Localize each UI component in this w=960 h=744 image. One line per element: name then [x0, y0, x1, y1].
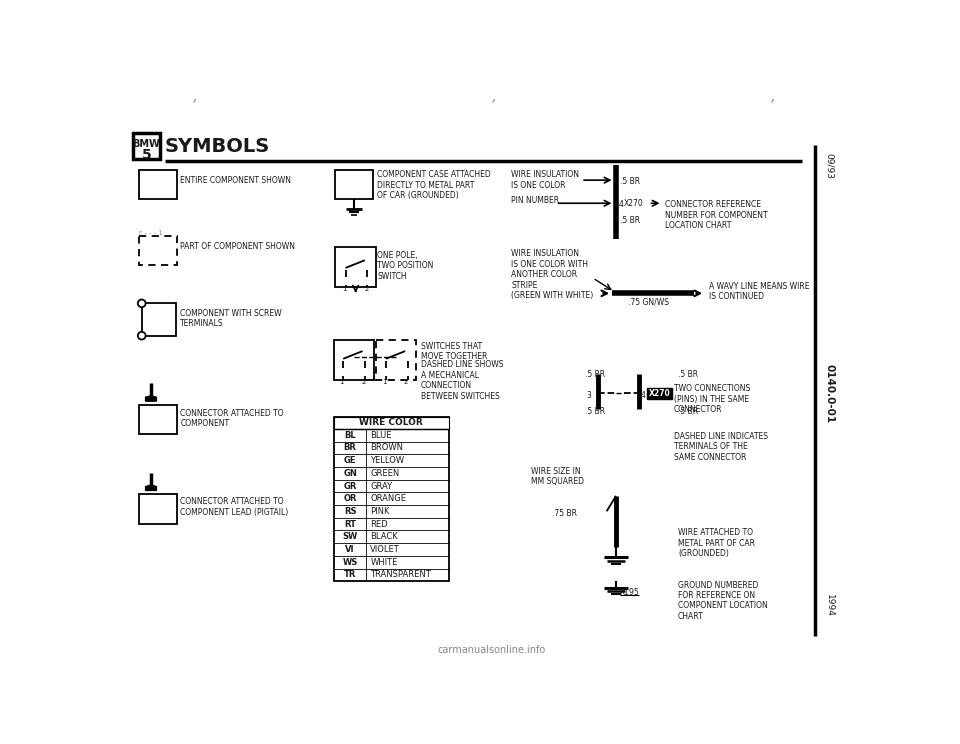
Text: WHITE: WHITE: [371, 558, 397, 567]
Bar: [647, 388, 672, 399]
Text: 2: 2: [364, 286, 369, 292]
Text: 1994: 1994: [825, 594, 833, 617]
Text: 4: 4: [641, 391, 646, 400]
Text: 0140.0-01: 0140.0-01: [824, 364, 834, 423]
Text: WIRE INSULATION
IS ONE COLOR: WIRE INSULATION IS ONE COLOR: [512, 170, 580, 190]
Text: ENTIRE COMPONENT SHOWN: ENTIRE COMPONENT SHOWN: [180, 176, 292, 185]
Text: GROUND NUMBERED
FOR REFERENCE ON
COMPONENT LOCATION
CHART: GROUND NUMBERED FOR REFERENCE ON COMPONE…: [678, 580, 768, 620]
Text: BMW: BMW: [132, 138, 160, 149]
Bar: [375, 339, 416, 379]
Text: PIN NUMBER: PIN NUMBER: [512, 196, 560, 205]
Text: BLUE: BLUE: [371, 431, 392, 440]
Text: WIRE ATTACHED TO
METAL PART OF CAR
(GROUNDED): WIRE ATTACHED TO METAL PART OF CAR (GROU…: [678, 528, 755, 558]
Bar: [335, 247, 375, 287]
Text: .5 BR: .5 BR: [678, 371, 698, 379]
Text: DASHED LINE INDICATES
TERMINALS OF THE
SAME CONNECTOR: DASHED LINE INDICATES TERMINALS OF THE S…: [674, 432, 768, 462]
Bar: [334, 417, 448, 429]
Text: SYMBOLS: SYMBOLS: [165, 137, 270, 155]
Bar: [139, 170, 177, 199]
Text: SW: SW: [343, 533, 358, 542]
Circle shape: [138, 332, 146, 339]
Text: .5 BR: .5 BR: [585, 371, 605, 379]
Text: VI: VI: [346, 545, 355, 554]
Text: ORANGE: ORANGE: [371, 494, 406, 503]
Text: ONE POLE,
TWO POSITION
SWITCH: ONE POLE, TWO POSITION SWITCH: [377, 251, 434, 280]
Text: WIRE INSULATION
IS ONE COLOR WITH
ANOTHER COLOR
STRIPE
(GREEN WITH WHITE): WIRE INSULATION IS ONE COLOR WITH ANOTHE…: [512, 249, 593, 300]
Bar: [335, 170, 372, 199]
Bar: [139, 236, 177, 265]
Text: ’: ’: [769, 99, 774, 114]
Text: BL: BL: [345, 431, 356, 440]
Text: GREEN: GREEN: [371, 469, 399, 478]
Text: YELLOW: YELLOW: [371, 456, 404, 465]
Text: 1: 1: [382, 379, 387, 385]
Text: ’: ’: [490, 99, 494, 114]
Text: 2: 2: [403, 379, 408, 385]
Text: GE: GE: [344, 456, 356, 465]
Text: BLACK: BLACK: [371, 533, 398, 542]
Bar: [139, 405, 177, 434]
Text: X270: X270: [649, 389, 670, 398]
Text: CONNECTOR REFERENCE
NUMBER FOR COMPONENT
LOCATION CHART: CONNECTOR REFERENCE NUMBER FOR COMPONENT…: [665, 200, 767, 230]
Polygon shape: [146, 396, 156, 401]
Text: TR: TR: [344, 571, 356, 580]
Text: TWO CONNECTIONS
(PINS) IN THE SAME
CONNECTOR: TWO CONNECTIONS (PINS) IN THE SAME CONNE…: [674, 384, 751, 414]
Bar: [139, 494, 177, 524]
Text: BR: BR: [344, 443, 356, 452]
Text: RT: RT: [345, 519, 356, 529]
Text: PINK: PINK: [371, 507, 390, 516]
Text: r - - - 1: r - - - 1: [139, 230, 163, 236]
Text: VIOLET: VIOLET: [371, 545, 400, 554]
Text: RED: RED: [371, 519, 388, 529]
Text: DASHED LINE SHOWS
A MECHANICAL
CONNECTION
BETWEEN SWITCHES: DASHED LINE SHOWS A MECHANICAL CONNECTIO…: [420, 360, 503, 400]
Text: 5: 5: [141, 148, 152, 161]
Text: .5 BR: .5 BR: [620, 216, 640, 225]
Text: CONNECTOR ATTACHED TO
COMPONENT LEAD (PIGTAIL): CONNECTOR ATTACHED TO COMPONENT LEAD (PI…: [180, 498, 289, 517]
Text: TRANSPARENT: TRANSPARENT: [371, 571, 431, 580]
Text: PART OF COMPONENT SHOWN: PART OF COMPONENT SHOWN: [180, 242, 296, 251]
Text: GRAY: GRAY: [371, 481, 393, 490]
Text: X270: X270: [624, 199, 643, 208]
Circle shape: [138, 300, 146, 307]
Text: .75 BR: .75 BR: [552, 509, 577, 518]
Bar: [142, 304, 176, 336]
Text: RS: RS: [344, 507, 356, 516]
Text: .5 BR: .5 BR: [678, 407, 698, 417]
Text: .5 BR: .5 BR: [620, 177, 640, 186]
Text: ’: ’: [191, 99, 196, 114]
Text: CONNECTOR ATTACHED TO
COMPONENT: CONNECTOR ATTACHED TO COMPONENT: [180, 409, 284, 429]
Text: A WAVY LINE MEANS WIRE
IS CONTINUED: A WAVY LINE MEANS WIRE IS CONTINUED: [709, 282, 809, 301]
Text: COMPONENT WITH SCREW
TERMINALS: COMPONENT WITH SCREW TERMINALS: [180, 309, 282, 328]
Text: 1: 1: [339, 379, 344, 385]
Text: .5 BR: .5 BR: [585, 407, 605, 417]
Text: 1: 1: [343, 286, 347, 292]
Text: .75 GN/WS: .75 GN/WS: [628, 297, 668, 307]
Bar: [133, 133, 159, 159]
Text: OR: OR: [344, 494, 357, 503]
Text: X195: X195: [620, 588, 639, 597]
Text: WIRE COLOR: WIRE COLOR: [359, 418, 423, 427]
Text: 09/93: 09/93: [825, 153, 833, 179]
Text: 4: 4: [618, 200, 623, 209]
Text: carmanualsonline.info: carmanualsonline.info: [438, 645, 546, 655]
Text: GR: GR: [344, 481, 357, 490]
Text: WIRE SIZE IN
MM SQUARED: WIRE SIZE IN MM SQUARED: [531, 466, 584, 486]
Bar: [334, 417, 448, 581]
Text: BROWN: BROWN: [371, 443, 403, 452]
Polygon shape: [146, 485, 156, 490]
Text: COMPONENT CASE ATTACHED
DIRECTLY TO METAL PART
OF CAR (GROUNDED): COMPONENT CASE ATTACHED DIRECTLY TO META…: [377, 170, 492, 200]
Bar: [334, 339, 374, 379]
Text: 2: 2: [361, 379, 366, 385]
Text: SWITCHES THAT
MOVE TOGETHER: SWITCHES THAT MOVE TOGETHER: [420, 341, 487, 362]
Text: GN: GN: [344, 469, 357, 478]
Text: WS: WS: [343, 558, 358, 567]
Text: 3: 3: [587, 391, 591, 400]
